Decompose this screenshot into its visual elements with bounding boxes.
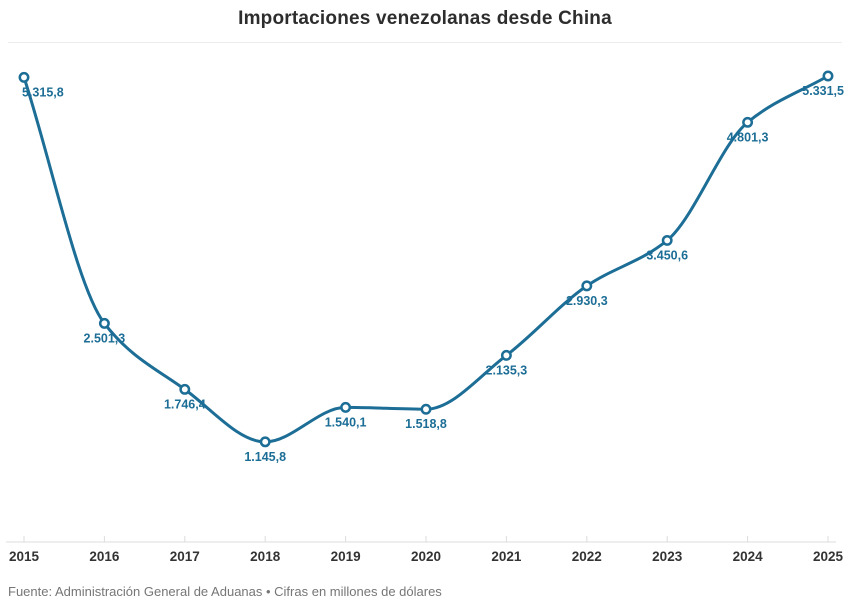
line-series-path	[22, 74, 830, 444]
x-axis-label: 2018	[250, 549, 281, 564]
data-point-label: 1.746,4	[164, 397, 206, 411]
data-point-marker	[661, 234, 673, 246]
x-axis-label: 2023	[652, 549, 683, 564]
data-point-label: 5.331,5	[802, 84, 844, 98]
data-point-marker	[98, 317, 110, 329]
data-point-marker	[822, 70, 834, 82]
chart-title: Importaciones venezolanas desde China	[238, 8, 612, 29]
data-point-label: 4.801,3	[727, 130, 769, 144]
x-axis-label: 2020	[411, 549, 441, 564]
data-point-marker	[18, 71, 30, 83]
data-point-label: 1.540,1	[325, 415, 367, 429]
data-point-label: 1.518,8	[405, 417, 447, 431]
data-point-label: 2.930,3	[566, 294, 608, 308]
data-point-label: 1.145,8	[244, 450, 286, 464]
x-axis-label: 2017	[170, 549, 200, 564]
data-point-marker	[500, 349, 512, 361]
x-axis-label: 2016	[89, 549, 120, 564]
title-divider	[8, 42, 842, 43]
data-point-marker	[420, 403, 432, 415]
x-axis-label: 2015	[9, 549, 40, 564]
data-point-label: 5.315,8	[22, 85, 64, 99]
data-point-marker	[259, 436, 271, 448]
data-point-marker	[581, 280, 593, 292]
x-axis-label: 2025	[813, 549, 844, 564]
x-axis-label: 2019	[331, 549, 361, 564]
data-point-label: 2.501,3	[84, 331, 126, 345]
x-axis-label: 2024	[733, 549, 764, 564]
data-point-marker	[742, 116, 754, 128]
data-point-label: 3.450,6	[646, 248, 688, 262]
x-axis-label: 2021	[491, 549, 522, 564]
x-axis-label: 2022	[572, 549, 602, 564]
data-point-marker	[179, 383, 191, 395]
data-point-label: 2.135,3	[486, 363, 528, 377]
source-note: Fuente: Administración General de Aduana…	[8, 584, 442, 599]
data-point-marker	[340, 401, 352, 413]
